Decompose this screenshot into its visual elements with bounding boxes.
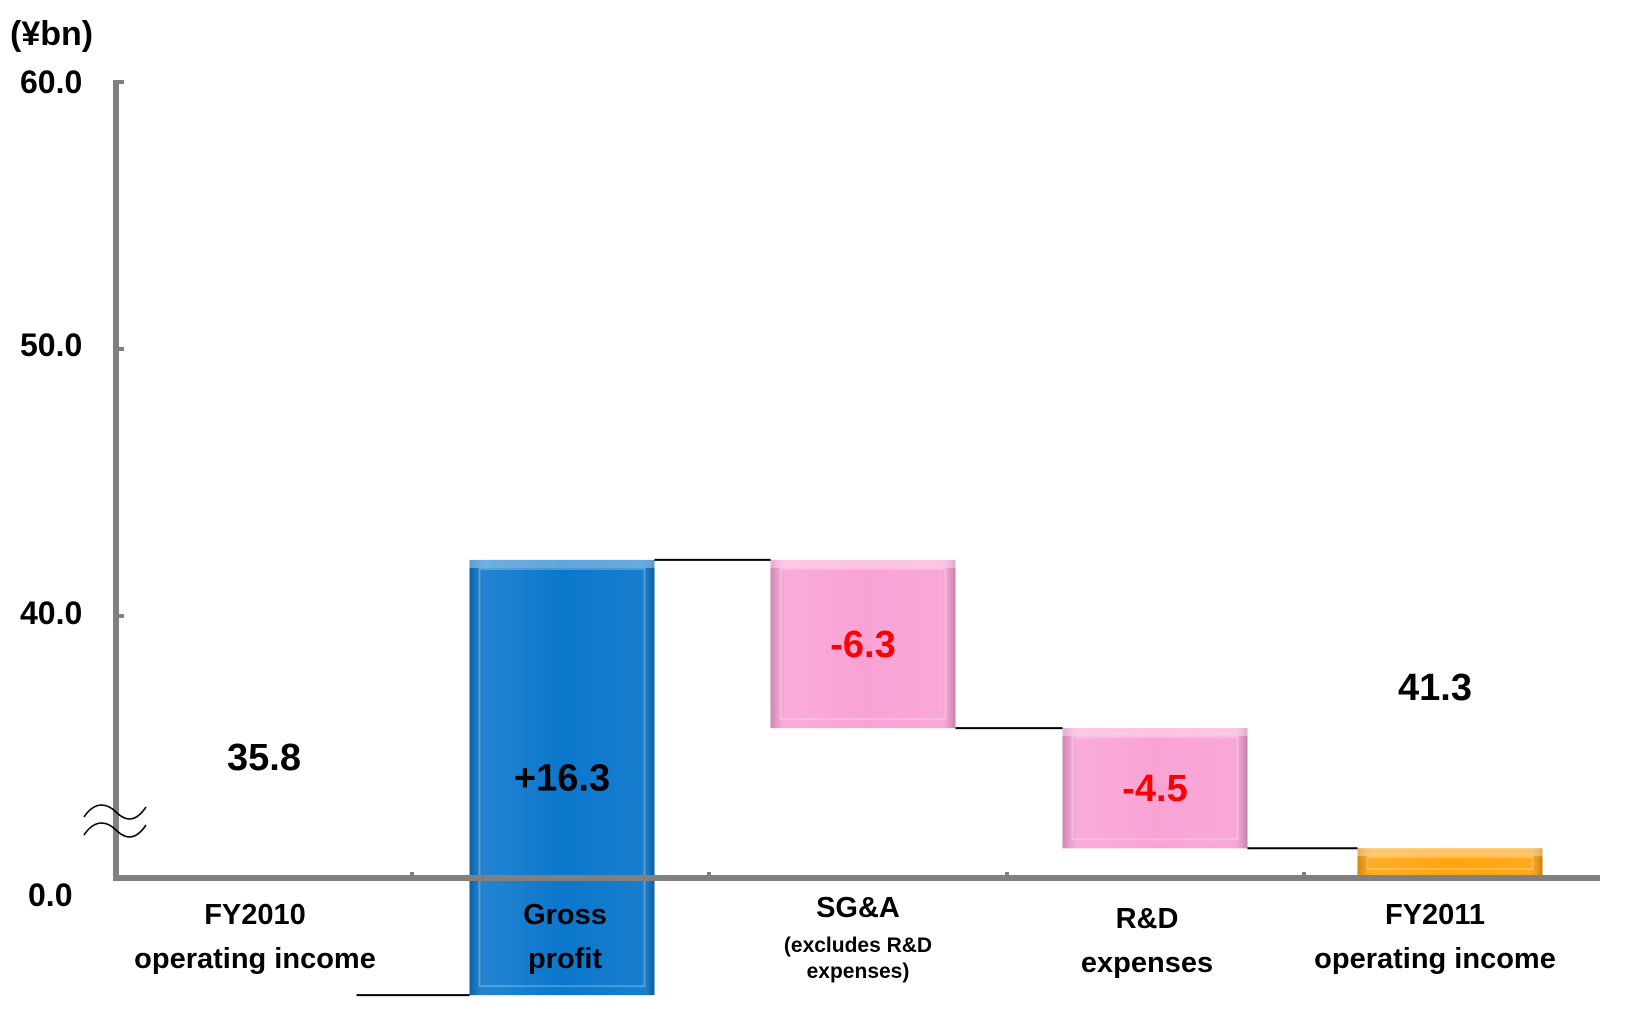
category-label: operating income [134, 943, 376, 975]
bar-bevel [1071, 736, 1239, 841]
category-label: SG&A [816, 892, 900, 924]
data-label: -6.3 [830, 624, 895, 666]
bar-highlight [1357, 848, 1543, 857]
bar-highlight [1062, 728, 1248, 737]
bar-bevel [1366, 856, 1534, 870]
bar-shading [469, 559, 655, 996]
bar-bevel [478, 567, 646, 988]
bar-shading [1357, 848, 1543, 878]
y-tick-label: 50.0 [20, 327, 82, 363]
bar-bevel [779, 567, 947, 721]
data-label: -4.5 [1122, 768, 1187, 810]
category-label: expenses [1081, 947, 1213, 979]
axis-break-icon [83, 804, 147, 838]
category-label: profit [528, 943, 602, 975]
data-label: 41.3 [1398, 667, 1472, 709]
bar-shading [1062, 728, 1248, 849]
bar-break-wave [167, 797, 361, 848]
data-label: 35.8 [227, 737, 301, 779]
category-label: operating income [1314, 943, 1556, 975]
bar-break-wave [1353, 797, 1547, 848]
bar-highlight [770, 559, 956, 568]
y-tick-label: 60.0 [20, 64, 82, 100]
bar-highlight [171, 995, 357, 1004]
data-label: +16.3 [514, 758, 610, 800]
category-label: Gross [523, 899, 607, 931]
category-sublabel: expenses) [807, 960, 910, 983]
unit-label: (¥bn) [10, 15, 93, 53]
y-tick-label: 40.0 [20, 595, 82, 631]
category-label: R&D [1116, 903, 1179, 935]
axes [113, 80, 1600, 881]
category-label: FY2011 [1385, 899, 1485, 931]
category-label: FY2010 [204, 899, 306, 931]
bar-shading [770, 559, 956, 729]
y-tick-label: 0.0 [28, 877, 72, 913]
bar-highlight [469, 559, 655, 568]
category-sublabel: (excludes R&D [784, 934, 932, 957]
